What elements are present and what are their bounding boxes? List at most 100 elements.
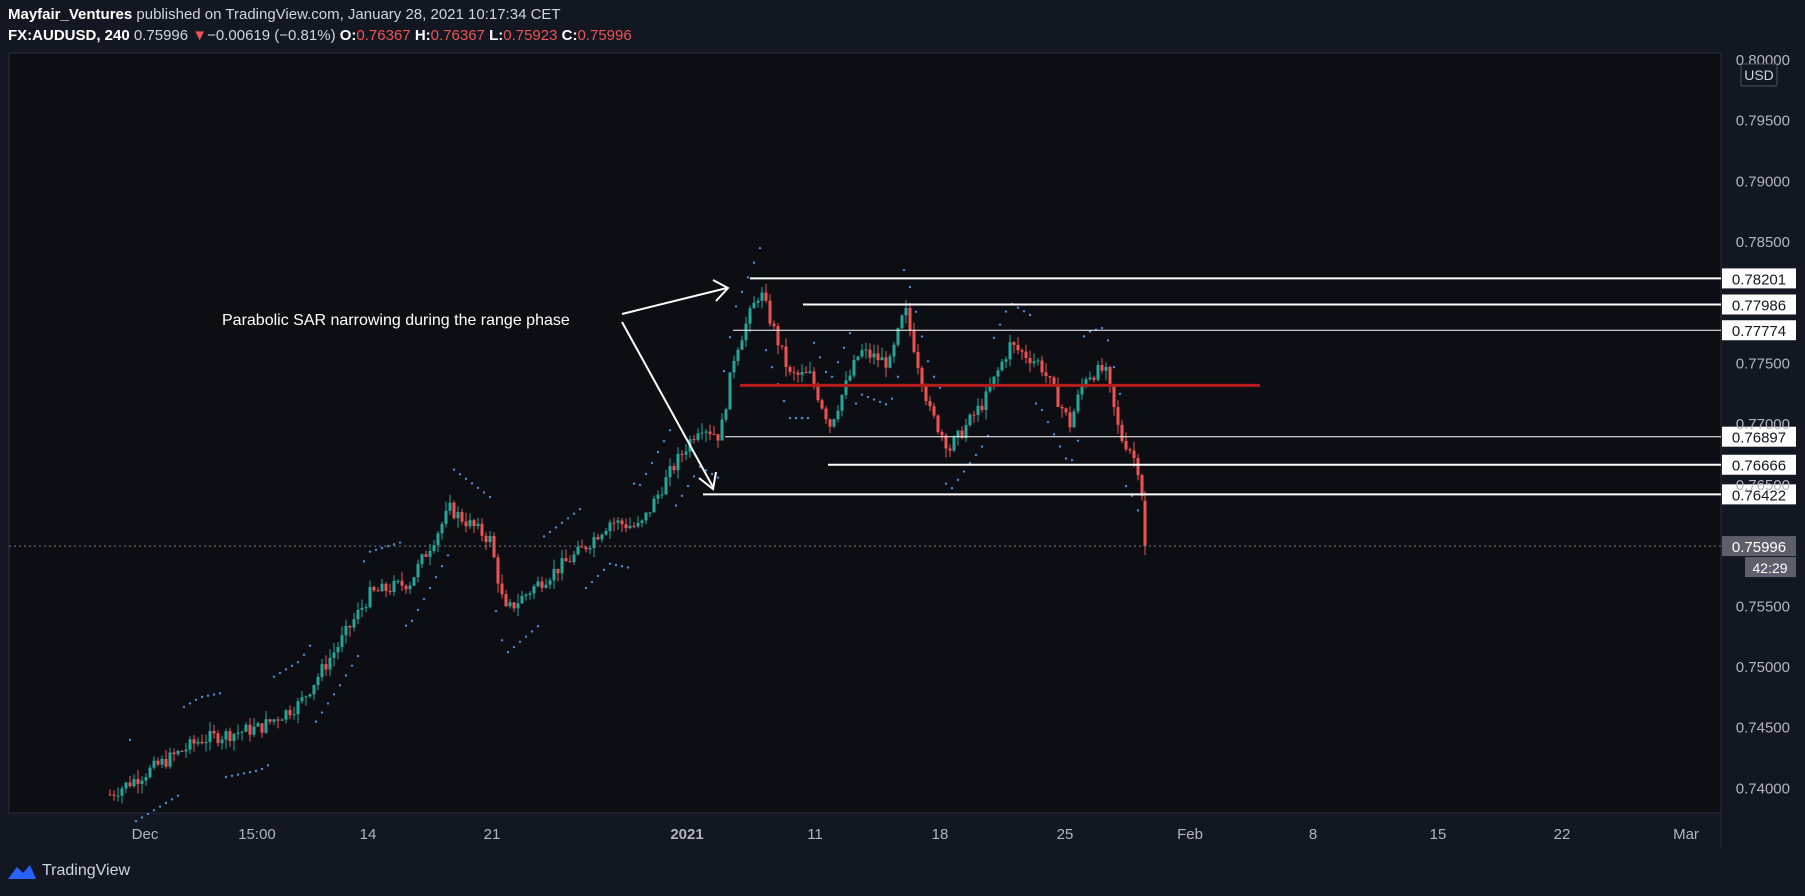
candle-body bbox=[816, 385, 820, 401]
sar-dot bbox=[878, 400, 882, 404]
candle-body bbox=[564, 558, 568, 562]
candle-body bbox=[692, 439, 696, 441]
candle-body bbox=[468, 520, 472, 527]
candle-body bbox=[508, 602, 512, 607]
candle-body bbox=[268, 719, 272, 722]
candle-body bbox=[664, 477, 668, 495]
candle-body bbox=[444, 510, 448, 524]
time-axis[interactable]: Dec 15:00 14 21 2021 11 18 25 Feb 8 15 22 Mar bbox=[132, 826, 1699, 843]
sar-dot bbox=[578, 507, 582, 511]
sar-dot bbox=[290, 664, 294, 667]
candle-body bbox=[528, 593, 532, 595]
candle-body bbox=[900, 315, 904, 329]
candle-body bbox=[324, 664, 328, 670]
candle-body bbox=[392, 580, 396, 592]
candle-body bbox=[1028, 358, 1032, 364]
candle-body bbox=[452, 502, 456, 519]
low-label: L: bbox=[489, 27, 504, 44]
sar-dot bbox=[1016, 306, 1020, 309]
sar-dot bbox=[206, 694, 210, 697]
sar-dot bbox=[140, 816, 144, 819]
candle-body bbox=[600, 534, 604, 540]
sar-dot bbox=[404, 624, 408, 627]
plot-area[interactable] bbox=[8, 52, 1722, 814]
candle-body bbox=[128, 782, 132, 787]
price-tick-label: 0.77500 bbox=[1736, 356, 1790, 373]
time-tick-label: Dec bbox=[132, 826, 159, 843]
sar-dot bbox=[176, 794, 180, 797]
candle-body bbox=[1036, 360, 1040, 362]
candle-body bbox=[1044, 372, 1048, 377]
candle-body bbox=[340, 635, 344, 647]
currency-badge[interactable] bbox=[1740, 63, 1778, 87]
candle-body bbox=[628, 525, 632, 529]
candle-body bbox=[668, 465, 672, 478]
candle-body bbox=[328, 657, 332, 670]
candle-body bbox=[824, 408, 828, 420]
candle-body bbox=[380, 583, 384, 592]
candle-body bbox=[488, 535, 492, 542]
sar-dot bbox=[500, 639, 504, 642]
sar-dot bbox=[212, 693, 216, 696]
candle-body bbox=[964, 425, 968, 439]
candle-body bbox=[940, 432, 944, 436]
candle-body bbox=[572, 554, 576, 563]
change-value: −0.00619 (−0.81%) bbox=[207, 27, 336, 44]
candle-body bbox=[980, 405, 984, 410]
sar-dot bbox=[440, 565, 444, 568]
currency-label: USD bbox=[1744, 67, 1774, 83]
candle-body bbox=[764, 292, 768, 301]
sar-dot bbox=[518, 640, 522, 644]
candle-body bbox=[124, 782, 128, 789]
sar-dot bbox=[170, 798, 174, 801]
sar-dot bbox=[548, 530, 552, 534]
candle-body bbox=[864, 349, 868, 351]
candle-body bbox=[1072, 411, 1076, 428]
sar-dot bbox=[242, 772, 246, 775]
candle-body bbox=[140, 780, 144, 785]
author-name[interactable]: Mayfair_Ventures bbox=[8, 6, 133, 23]
candle-body bbox=[116, 795, 120, 797]
sar-dot bbox=[836, 361, 840, 364]
parabolic-sar-layer bbox=[128, 246, 1140, 823]
sar-dot bbox=[1052, 433, 1056, 436]
candle-body bbox=[676, 453, 680, 471]
level-badge bbox=[1722, 294, 1796, 315]
last-price-badge bbox=[1722, 536, 1796, 557]
candle-body bbox=[240, 731, 244, 733]
time-tick-label: 8 bbox=[1309, 826, 1317, 843]
candle-body bbox=[256, 723, 260, 727]
candle-body bbox=[968, 414, 972, 426]
candle-body bbox=[1112, 385, 1116, 408]
price-axis[interactable]: 0.800000.795000.790000.785000.775000.770… bbox=[1736, 52, 1790, 797]
candle-body bbox=[192, 739, 196, 744]
sar-dot bbox=[914, 310, 918, 313]
sar-dot bbox=[554, 526, 558, 529]
footer-brand[interactable]: TradingView bbox=[8, 862, 130, 880]
sar-dot bbox=[1106, 339, 1110, 342]
sar-dot bbox=[620, 565, 624, 568]
sar-dot bbox=[1058, 445, 1062, 448]
sar-dot bbox=[680, 494, 684, 498]
candle-body bbox=[112, 794, 116, 796]
sar-dot bbox=[146, 812, 150, 816]
candle-body bbox=[592, 537, 596, 549]
candle-body bbox=[924, 386, 928, 402]
candle-body bbox=[356, 609, 360, 620]
candle-body bbox=[1124, 440, 1128, 450]
sar-dot bbox=[188, 702, 192, 705]
countdown-label: 42:29 bbox=[1752, 560, 1787, 576]
candle-body bbox=[500, 583, 504, 595]
candle-body bbox=[776, 325, 780, 346]
candle-body bbox=[644, 512, 648, 521]
sar-dot bbox=[722, 369, 726, 373]
candle-body bbox=[1000, 361, 1004, 371]
candle-body bbox=[1012, 342, 1016, 345]
candle-body bbox=[1064, 408, 1068, 413]
annotation-arrow-up bbox=[621, 287, 728, 315]
sar-dot bbox=[662, 439, 666, 443]
symbol-label[interactable]: FX:AUDUSD, 240 bbox=[8, 27, 130, 44]
sar-dot bbox=[164, 801, 168, 805]
sar-dot bbox=[530, 630, 534, 633]
